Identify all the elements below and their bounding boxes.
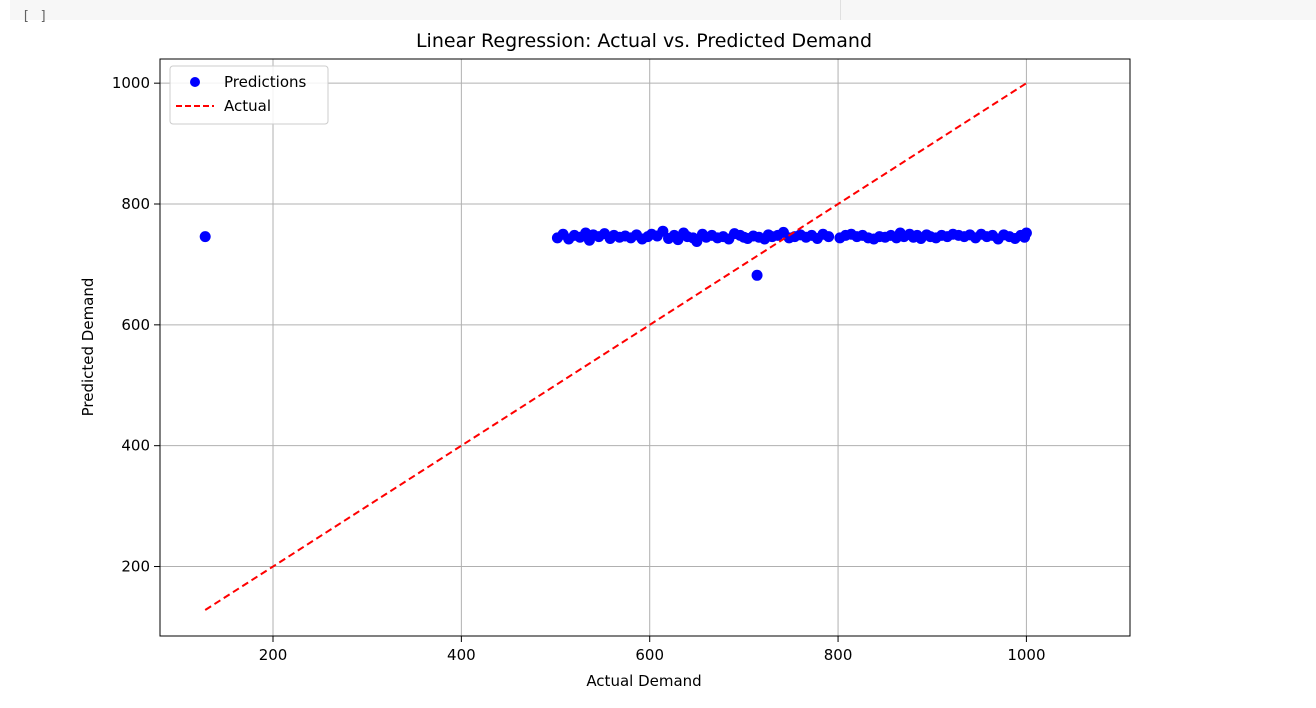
x-tick-label: 1000 — [1007, 646, 1045, 664]
y-tick-label: 400 — [121, 437, 150, 455]
prediction-point — [1020, 227, 1032, 239]
y-tick-label: 600 — [121, 316, 150, 334]
notebook-cell-bar — [10, 0, 1316, 20]
x-tick-label: 800 — [824, 646, 853, 664]
x-axis-label: Actual Demand — [586, 672, 701, 690]
x-tick-label: 400 — [447, 646, 476, 664]
prediction-point — [751, 269, 763, 281]
axis-ticks: 200 400 600 800 1000 200 400 600 800 1000 — [112, 74, 1046, 664]
x-tick-label: 600 — [635, 646, 664, 664]
actual-reference-line — [204, 82, 1027, 611]
axes-frame — [159, 58, 1131, 637]
prediction-point — [199, 231, 211, 243]
legend: Predictions Actual — [169, 65, 329, 125]
legend-label-predictions: Predictions — [224, 73, 307, 91]
data-layer — [199, 82, 1032, 611]
y-tick-label: 1000 — [112, 74, 150, 92]
legend-label-actual: Actual — [224, 97, 271, 115]
cell-run-indicator[interactable]: [ ] — [22, 9, 49, 24]
chart-title: Linear Regression: Actual vs. Predicted … — [416, 30, 872, 52]
cell-divider — [840, 0, 841, 20]
legend-marker-predictions — [190, 77, 200, 87]
y-axis-label: Predicted Demand — [79, 278, 97, 417]
prediction-point — [823, 231, 835, 243]
grid-lines — [160, 59, 1130, 636]
y-tick-label: 800 — [121, 195, 150, 213]
y-tick-label: 200 — [121, 558, 150, 576]
x-tick-label: 200 — [259, 646, 288, 664]
